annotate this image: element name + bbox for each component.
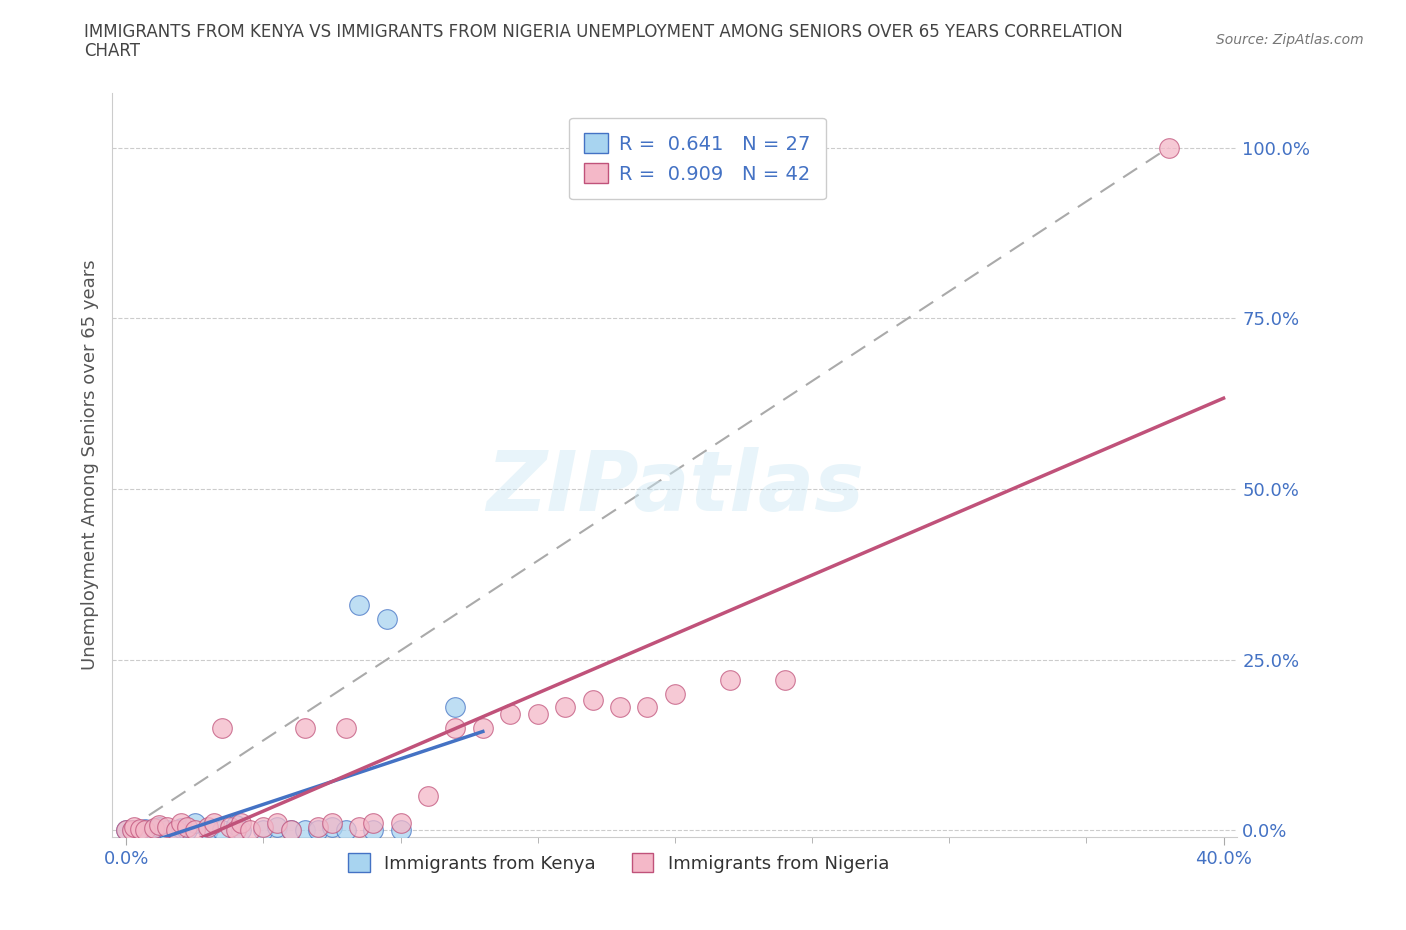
Point — [444, 721, 467, 736]
Point — [142, 823, 165, 838]
Point — [335, 721, 357, 736]
Point — [124, 819, 146, 834]
Point — [156, 823, 179, 838]
Point — [718, 672, 741, 687]
Point — [252, 819, 274, 834]
Y-axis label: Unemployment Among Seniors over 65 years: Unemployment Among Seniors over 65 years — [80, 259, 98, 671]
Point — [1157, 140, 1180, 155]
Point — [335, 823, 357, 838]
Point — [231, 823, 253, 838]
Point — [176, 819, 198, 834]
Point — [239, 823, 262, 838]
Text: IMMIGRANTS FROM KENYA VS IMMIGRANTS FROM NIGERIA UNEMPLOYMENT AMONG SENIORS OVER: IMMIGRANTS FROM KENYA VS IMMIGRANTS FROM… — [84, 23, 1123, 41]
Point — [197, 823, 219, 838]
Point — [129, 823, 152, 838]
Point — [121, 823, 143, 838]
Point — [184, 816, 207, 830]
Point — [389, 816, 412, 830]
Point — [389, 823, 412, 838]
Point — [499, 707, 522, 722]
Point — [148, 819, 170, 834]
Point — [115, 823, 138, 838]
Text: CHART: CHART — [84, 42, 141, 60]
Point — [121, 823, 143, 838]
Point — [444, 700, 467, 715]
Point — [636, 700, 658, 715]
Point — [202, 816, 225, 830]
Point — [156, 819, 179, 834]
Point — [225, 817, 247, 832]
Point — [231, 816, 253, 830]
Point — [115, 823, 138, 838]
Text: ZIPatlas: ZIPatlas — [486, 446, 863, 528]
Point — [170, 816, 193, 830]
Point — [197, 819, 219, 834]
Point — [554, 700, 576, 715]
Point — [349, 819, 371, 834]
Point — [471, 721, 494, 736]
Point — [294, 823, 316, 838]
Point — [526, 707, 548, 722]
Point — [361, 816, 384, 830]
Point — [211, 721, 233, 736]
Point — [165, 823, 187, 838]
Point — [142, 820, 165, 835]
Point — [134, 821, 156, 836]
Point — [211, 823, 233, 838]
Point — [266, 816, 288, 830]
Point — [129, 821, 152, 836]
Point — [225, 823, 247, 838]
Point — [170, 820, 193, 835]
Point — [165, 823, 187, 838]
Point — [773, 672, 796, 687]
Point — [148, 818, 170, 833]
Point — [609, 700, 631, 715]
Point — [581, 693, 603, 708]
Point — [280, 823, 302, 838]
Legend: Immigrants from Kenya, Immigrants from Nigeria: Immigrants from Kenya, Immigrants from N… — [340, 846, 897, 880]
Text: Source: ZipAtlas.com: Source: ZipAtlas.com — [1216, 33, 1364, 46]
Point — [375, 611, 398, 626]
Point — [134, 823, 156, 838]
Point — [416, 789, 439, 804]
Point — [184, 823, 207, 838]
Point — [361, 823, 384, 838]
Point — [266, 819, 288, 834]
Point — [321, 819, 343, 834]
Point — [307, 823, 329, 838]
Point — [307, 819, 329, 834]
Point — [176, 823, 198, 838]
Point — [321, 816, 343, 830]
Point — [664, 686, 686, 701]
Point — [252, 823, 274, 838]
Point — [294, 721, 316, 736]
Point — [349, 597, 371, 612]
Point — [219, 819, 242, 834]
Point — [280, 823, 302, 838]
